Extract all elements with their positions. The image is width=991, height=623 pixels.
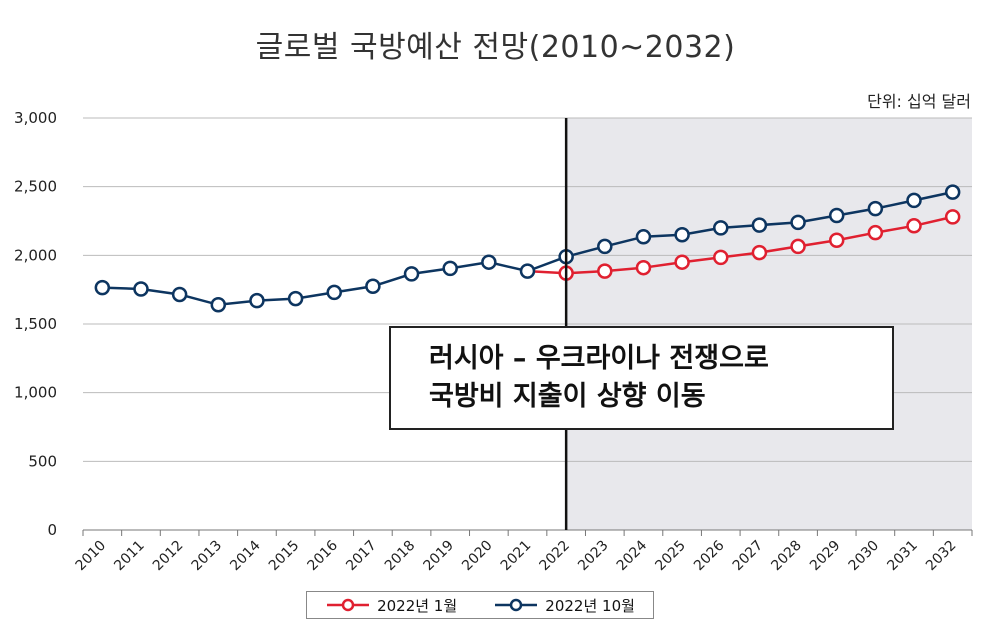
x-tick-label: 2021 bbox=[498, 538, 535, 575]
x-tick-label: 2010 bbox=[73, 538, 110, 575]
x-tick-label: 2029 bbox=[807, 538, 844, 575]
data-point bbox=[365, 278, 381, 294]
x-tick-label: 2014 bbox=[227, 537, 264, 574]
x-tick-label: 2024 bbox=[614, 537, 651, 574]
legend-item-oct: 2022년 10월 bbox=[493, 595, 635, 616]
annotation-line-1: 러시아 – 우크라이나 전쟁으로 bbox=[429, 343, 769, 374]
x-tick-label: 2030 bbox=[846, 538, 883, 575]
x-tick-label: 2023 bbox=[575, 538, 612, 575]
data-point bbox=[210, 297, 227, 313]
legend-marker-oct bbox=[495, 598, 538, 612]
data-point bbox=[597, 238, 613, 255]
legend-marker-jan bbox=[327, 598, 370, 612]
data-point bbox=[326, 284, 342, 301]
data-point bbox=[635, 229, 652, 245]
data-point bbox=[635, 259, 652, 276]
data-point bbox=[751, 244, 768, 261]
y-tick-label: 3,000 bbox=[14, 109, 57, 127]
data-point bbox=[287, 290, 304, 307]
x-tick-label: 2015 bbox=[266, 538, 303, 575]
x-tick-label: 2012 bbox=[150, 538, 187, 575]
chart-title: 글로벌 국방예산 전망(2010~2032) bbox=[255, 30, 736, 65]
y-tick-label: 1,500 bbox=[14, 315, 57, 333]
data-point bbox=[674, 254, 690, 270]
data-point bbox=[906, 192, 922, 209]
data-point bbox=[442, 260, 458, 277]
data-point bbox=[713, 220, 729, 236]
x-tick-label: 2017 bbox=[343, 538, 380, 575]
annotation-line-2: 국방비 지출이 상향 이동 bbox=[429, 381, 706, 412]
legend: 2022년 1월 2022년 10월 bbox=[306, 591, 654, 619]
data-point bbox=[828, 207, 845, 224]
y-tick-label: 2,000 bbox=[14, 246, 57, 264]
data-point bbox=[944, 184, 961, 200]
unit-label: 단위: 십억 달러 bbox=[867, 92, 971, 111]
legend-item-jan: 2022년 1월 bbox=[325, 595, 457, 616]
data-point bbox=[481, 254, 497, 270]
data-point bbox=[828, 232, 845, 248]
data-point bbox=[674, 226, 690, 243]
data-point bbox=[403, 266, 420, 282]
y-tick-label: 1,000 bbox=[14, 384, 57, 402]
data-point bbox=[519, 263, 536, 279]
x-tick-label: 2026 bbox=[691, 537, 728, 574]
data-point bbox=[751, 217, 768, 233]
y-tick-label: 2,500 bbox=[14, 178, 57, 196]
data-point bbox=[249, 292, 265, 309]
data-point bbox=[867, 224, 884, 241]
x-tick-label: 2011 bbox=[111, 538, 148, 575]
data-point bbox=[133, 281, 149, 297]
y-tick-label: 500 bbox=[28, 452, 57, 470]
data-point bbox=[713, 249, 729, 266]
x-tick-label: 2013 bbox=[189, 538, 226, 575]
x-tick-label: 2028 bbox=[768, 538, 805, 575]
x-tick-label: 2025 bbox=[652, 538, 689, 575]
legend-label-oct: 2022년 10월 bbox=[545, 596, 635, 615]
x-tick-label: 2022 bbox=[536, 538, 573, 575]
x-tick-label: 2020 bbox=[459, 538, 496, 575]
data-point bbox=[790, 214, 806, 231]
x-tick-label: 2018 bbox=[382, 538, 419, 575]
x-tick-label: 2019 bbox=[421, 538, 458, 575]
y-tick-label: 0 bbox=[47, 521, 57, 539]
data-point bbox=[867, 200, 884, 217]
x-tick-label: 2016 bbox=[305, 537, 342, 574]
x-tick-label: 2032 bbox=[923, 538, 960, 575]
data-point bbox=[597, 263, 613, 279]
x-tick-label: 2031 bbox=[884, 538, 921, 575]
data-point bbox=[171, 286, 188, 303]
legend-label-jan: 2022년 1월 bbox=[377, 596, 458, 615]
data-point bbox=[790, 238, 806, 255]
data-point bbox=[906, 218, 922, 234]
annotation-box: 러시아 – 우크라이나 전쟁으로 국방비 지출이 상향 이동 bbox=[389, 326, 894, 430]
series-1 bbox=[94, 184, 961, 313]
data-point bbox=[944, 209, 961, 225]
data-point bbox=[94, 279, 111, 296]
x-tick-label: 2027 bbox=[730, 538, 767, 575]
